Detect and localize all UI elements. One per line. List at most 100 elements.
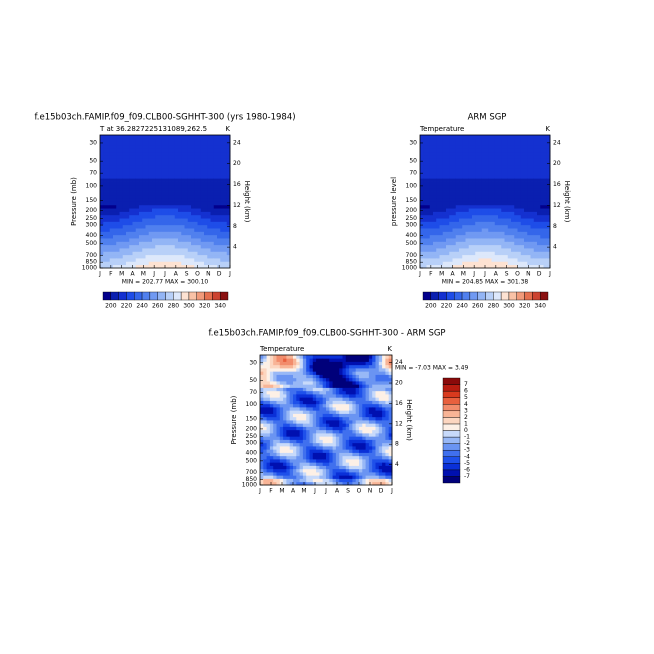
- contour-cell: [345, 468, 350, 473]
- contour-cell: [103, 258, 107, 262]
- contour-cell: [165, 241, 169, 246]
- contour-cell: [148, 221, 153, 226]
- contour-cell: [187, 254, 192, 259]
- contour-cell: [423, 181, 427, 186]
- contour-cell: [475, 211, 479, 216]
- contour-cell: [217, 174, 221, 179]
- contour-cell: [459, 198, 463, 202]
- contour-cell: [365, 361, 370, 366]
- contour-cell: [269, 481, 274, 486]
- contour-cell: [517, 164, 522, 169]
- contour-cell: [191, 191, 195, 196]
- contour-cell: [194, 224, 198, 229]
- contour-cell: [306, 452, 310, 457]
- contour-cell: [145, 208, 150, 212]
- contour-cell: [289, 394, 294, 398]
- contour-cell: [191, 238, 195, 242]
- contour-cell: [491, 238, 496, 242]
- contour-cell: [494, 148, 499, 153]
- contour-cell: [263, 439, 267, 444]
- contour-cell: [388, 439, 393, 444]
- contour-cell: [213, 171, 218, 176]
- contour-cell: [142, 211, 146, 216]
- contour-cell: [171, 261, 176, 266]
- contour-cell: [462, 191, 466, 196]
- contour-cell: [106, 211, 111, 216]
- contour-cell: [459, 161, 463, 166]
- contour-cell: [155, 168, 159, 172]
- contour-cell: [148, 174, 153, 179]
- contour-cell: [426, 178, 431, 182]
- contour-cell: [472, 151, 476, 156]
- contour-cell: [279, 478, 284, 483]
- contour-cell: [100, 258, 104, 262]
- contour-cell: [293, 400, 297, 405]
- contour-cell: [168, 141, 172, 146]
- contour-cell: [293, 358, 297, 362]
- contour-cell: [319, 413, 324, 418]
- contour-cell: [420, 214, 424, 219]
- contour-cell: [375, 420, 380, 424]
- contour-cell: [289, 462, 294, 466]
- contour-cell: [168, 168, 172, 172]
- contour-cell: [478, 138, 483, 143]
- colorbar-box: [110, 291, 119, 301]
- contour-cell: [286, 439, 291, 444]
- contour-cell: [449, 191, 453, 196]
- contour-cell: [520, 198, 525, 202]
- contour-cell: [429, 191, 434, 196]
- contour-cell: [378, 452, 383, 457]
- contour-cell: [220, 144, 224, 149]
- contour-cell: [103, 188, 107, 192]
- contour-cell: [355, 465, 360, 470]
- contour-cell: [148, 184, 153, 189]
- contour-cell: [382, 416, 386, 421]
- contour-cell: [200, 224, 205, 229]
- contour-cell: [217, 258, 221, 262]
- contour-cell: [378, 368, 383, 372]
- contour-cell: [388, 459, 393, 463]
- colorbar-box: [524, 291, 533, 301]
- contour-cell: [442, 135, 447, 139]
- contour-cell: [158, 254, 163, 259]
- contour-cell: [472, 158, 476, 162]
- x-tick-label: N: [206, 271, 211, 278]
- contour-cell: [446, 184, 450, 189]
- contour-cell: [452, 214, 457, 219]
- contour-cell: [501, 208, 505, 212]
- contour-cell: [293, 381, 297, 385]
- contour-cell: [359, 400, 363, 405]
- contour-cell: [200, 204, 205, 209]
- contour-cell: [226, 194, 231, 199]
- contour-cell: [372, 416, 376, 421]
- contour-cell: [168, 261, 172, 266]
- contour-cell: [524, 154, 528, 159]
- contour-cell: [436, 261, 440, 266]
- x-tick-label: S: [185, 271, 189, 278]
- contour-cell: [342, 355, 347, 359]
- contour-cell: [345, 481, 350, 486]
- contour-cell: [135, 251, 140, 256]
- contour-cell: [184, 154, 189, 159]
- contour-cell: [462, 161, 466, 166]
- contour-cell: [520, 174, 525, 179]
- contour-cell: [139, 141, 143, 146]
- contour-cell: [335, 429, 340, 434]
- contour-cell: [187, 184, 192, 189]
- contour-cell: [200, 161, 205, 166]
- contour-field: [100, 135, 231, 269]
- contour-cell: [135, 211, 140, 216]
- x-tick-label: J: [483, 271, 486, 278]
- contour-cell: [449, 194, 453, 199]
- contour-cell: [266, 455, 271, 460]
- contour-cell: [220, 204, 224, 209]
- contour-cell: [442, 171, 447, 176]
- contour-cell: [322, 364, 327, 369]
- contour-cell: [439, 138, 444, 143]
- contour-cell: [527, 261, 531, 266]
- contour-cell: [217, 184, 221, 189]
- contour-cell: [139, 138, 143, 143]
- contour-cell: [184, 164, 189, 169]
- contour-cell: [306, 465, 310, 470]
- contour-cell: [158, 228, 163, 232]
